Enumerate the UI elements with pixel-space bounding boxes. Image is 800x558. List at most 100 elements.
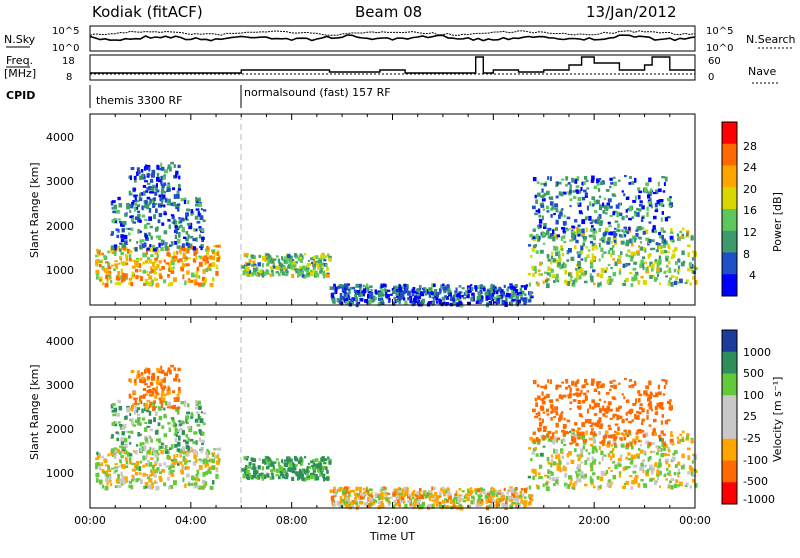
velocity-cell (256, 474, 260, 480)
power-cell (591, 175, 595, 181)
power-cell (625, 253, 629, 257)
velocity-cell (186, 411, 190, 415)
velocity-cell (173, 480, 177, 486)
power-cell (162, 176, 166, 180)
power-cell (553, 213, 556, 216)
power-cell (141, 205, 144, 211)
velocity-cell (320, 470, 323, 475)
velocity-cell (563, 417, 566, 421)
power-cell (545, 283, 550, 289)
velocity-cell (566, 462, 570, 465)
power-cell (142, 185, 147, 188)
velocity-cell (289, 467, 293, 473)
velocity-colorbar-frame (721, 329, 738, 505)
velocity-cell (95, 465, 98, 470)
power-cell (630, 251, 634, 257)
power-cell (117, 281, 122, 286)
velocity-cell (571, 436, 575, 442)
power-cell (289, 255, 293, 259)
power-cell (160, 247, 164, 252)
power-cell (432, 291, 436, 296)
velocity-cell (596, 386, 600, 389)
power-cell (491, 293, 495, 298)
velocity-cell (630, 441, 633, 447)
power-cell (643, 280, 648, 285)
power-cell (550, 255, 554, 260)
power-cell (146, 196, 151, 200)
velocity-cell (628, 409, 633, 415)
velocity-cell (657, 391, 662, 396)
velocity-cell (402, 493, 406, 498)
power-cell (306, 273, 310, 278)
power-cell (380, 283, 383, 287)
velocity-cell (418, 488, 422, 492)
power-cell (333, 283, 336, 287)
velocity-cell (461, 497, 464, 501)
power-cell (207, 265, 211, 271)
velocity-cell (125, 460, 128, 465)
power-cell (386, 296, 389, 300)
power-cell (561, 227, 565, 230)
power-cell (329, 286, 333, 291)
velocity-cell (174, 428, 178, 432)
velocity-cell (169, 447, 172, 450)
velocity-cell (134, 400, 137, 405)
velocity-cell (206, 459, 211, 463)
velocity-cell (284, 459, 288, 462)
velocity-cell (605, 411, 609, 414)
velocity-cell (117, 465, 121, 468)
power-cell (165, 262, 169, 265)
power-cell (642, 230, 646, 235)
velocity-cell (646, 409, 649, 415)
power-cell (692, 275, 696, 280)
power-cell (130, 167, 135, 171)
power-cell (107, 274, 111, 278)
velocity-cell (281, 461, 285, 465)
power-cell (258, 254, 261, 258)
velocity-cell (666, 472, 669, 476)
velocity-cell (652, 394, 657, 398)
power-cell (298, 265, 302, 269)
power-cell (561, 178, 565, 181)
velocity-cell (197, 413, 200, 419)
velocity-cell (491, 492, 496, 498)
velocity-cell (339, 499, 343, 504)
velocity-cell (618, 473, 622, 478)
velocity-cell (561, 451, 564, 455)
power-cell (176, 206, 180, 212)
velocity-cell (316, 463, 319, 467)
velocity-cell (133, 391, 137, 394)
velocity-cell (310, 472, 314, 477)
power-cbar-tick-8: 8 (743, 248, 750, 261)
velocity-cell (298, 468, 302, 472)
xtick-label-6: 00:00 (679, 514, 711, 527)
velocity-cell (598, 417, 602, 422)
velocity-cell (593, 403, 597, 408)
velocity-cell (176, 409, 180, 415)
velocity-cell (610, 385, 614, 388)
power-cell (569, 227, 572, 230)
power-cell (149, 244, 152, 248)
power-cell (96, 253, 100, 258)
power-cell (620, 240, 625, 245)
power-cell (567, 193, 572, 196)
power-cell (547, 266, 550, 272)
power-cell (589, 240, 593, 244)
velocity-cell (485, 500, 490, 503)
power-cell (265, 257, 269, 260)
velocity-cell (346, 491, 350, 494)
power-cell (169, 166, 172, 172)
power-cell (148, 232, 151, 237)
power-cell (168, 262, 172, 267)
velocity-cells (95, 364, 698, 511)
power-cell (652, 191, 657, 195)
velocity-cell (177, 367, 181, 372)
velocity-cell (144, 456, 148, 460)
velocity-cell (665, 461, 669, 465)
power-cell (686, 232, 689, 237)
power-cell (302, 265, 306, 270)
velocity-cell (167, 401, 171, 407)
power-cell (185, 231, 189, 235)
power-cell (668, 267, 671, 271)
power-cell (569, 184, 572, 189)
